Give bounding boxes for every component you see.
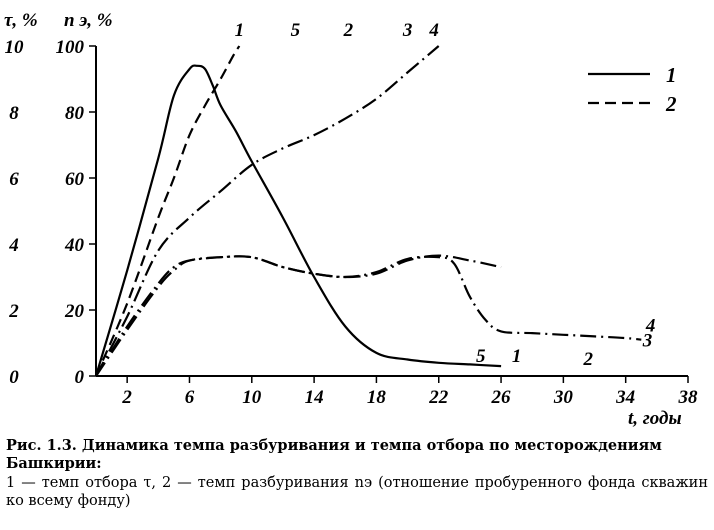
curve-label: 5 [476,346,486,367]
y-axis-right-label: n э, % [64,10,113,31]
x-tick-label: 14 [305,387,324,408]
legend-label: 1 [666,63,677,87]
y-axis-left-label: τ, % [4,10,38,31]
y-left-tick-label: 2 [8,301,19,322]
curve-label: 5 [291,20,301,41]
y-right-tick-label: 0 [75,367,85,388]
curve-label: 3 [402,20,413,41]
x-tick-label: 26 [491,387,512,408]
curve-label: 4 [428,20,439,41]
series-line-1 [94,64,502,377]
legend-label: 2 [665,92,677,116]
series-line-2 [94,45,241,377]
series-line-3 [95,45,440,377]
figure-caption: Рис. 1.3. Динамика темпа разбуривания и … [6,437,708,510]
series-line-5 [95,254,502,377]
series-line-4 [95,255,642,377]
curve-label: 2 [583,349,594,370]
curve-label: 3 [642,330,653,351]
x-tick-label: 38 [678,387,699,408]
y-right-tick-label: 60 [65,169,85,190]
y-left-tick-label: 4 [8,235,19,256]
x-tick-label: 10 [242,387,262,408]
x-tick-label: 34 [615,387,635,408]
curve-label: 1 [512,346,522,367]
y-right-tick-label: 100 [56,37,85,58]
curve-label: 4 [645,315,656,336]
y-left-tick-label: 8 [9,103,19,124]
y-right-tick-label: 40 [64,235,85,256]
y-left-tick-label: 10 [5,37,25,58]
x-tick-label: 6 [185,387,195,408]
x-tick-label: 2 [121,387,132,408]
x-tick-label: 30 [553,387,574,408]
chart-legend: 12 [588,63,677,116]
y-right-tick-label: 80 [65,103,85,124]
y-left-tick-label: 0 [9,367,19,388]
chart-axes [95,46,688,377]
y-right-tick-label: 20 [64,301,85,322]
x-axis-label: t, годы [628,408,682,429]
caption-body: 1 — темп отбора τ, 2 — темп разбуривания… [6,475,708,509]
caption-title: Рис. 1.3. Динамика темпа разбуривания и … [6,437,662,472]
curve-label: 2 [343,20,354,41]
x-tick-label: 18 [367,387,387,408]
chart-curve-labels: 1 5 2 3 45 1 243 [235,20,656,370]
y-left-tick-label: 6 [9,169,19,190]
chart-series [94,45,642,377]
x-tick-label: 22 [428,387,449,408]
curve-label: 1 [235,20,245,41]
